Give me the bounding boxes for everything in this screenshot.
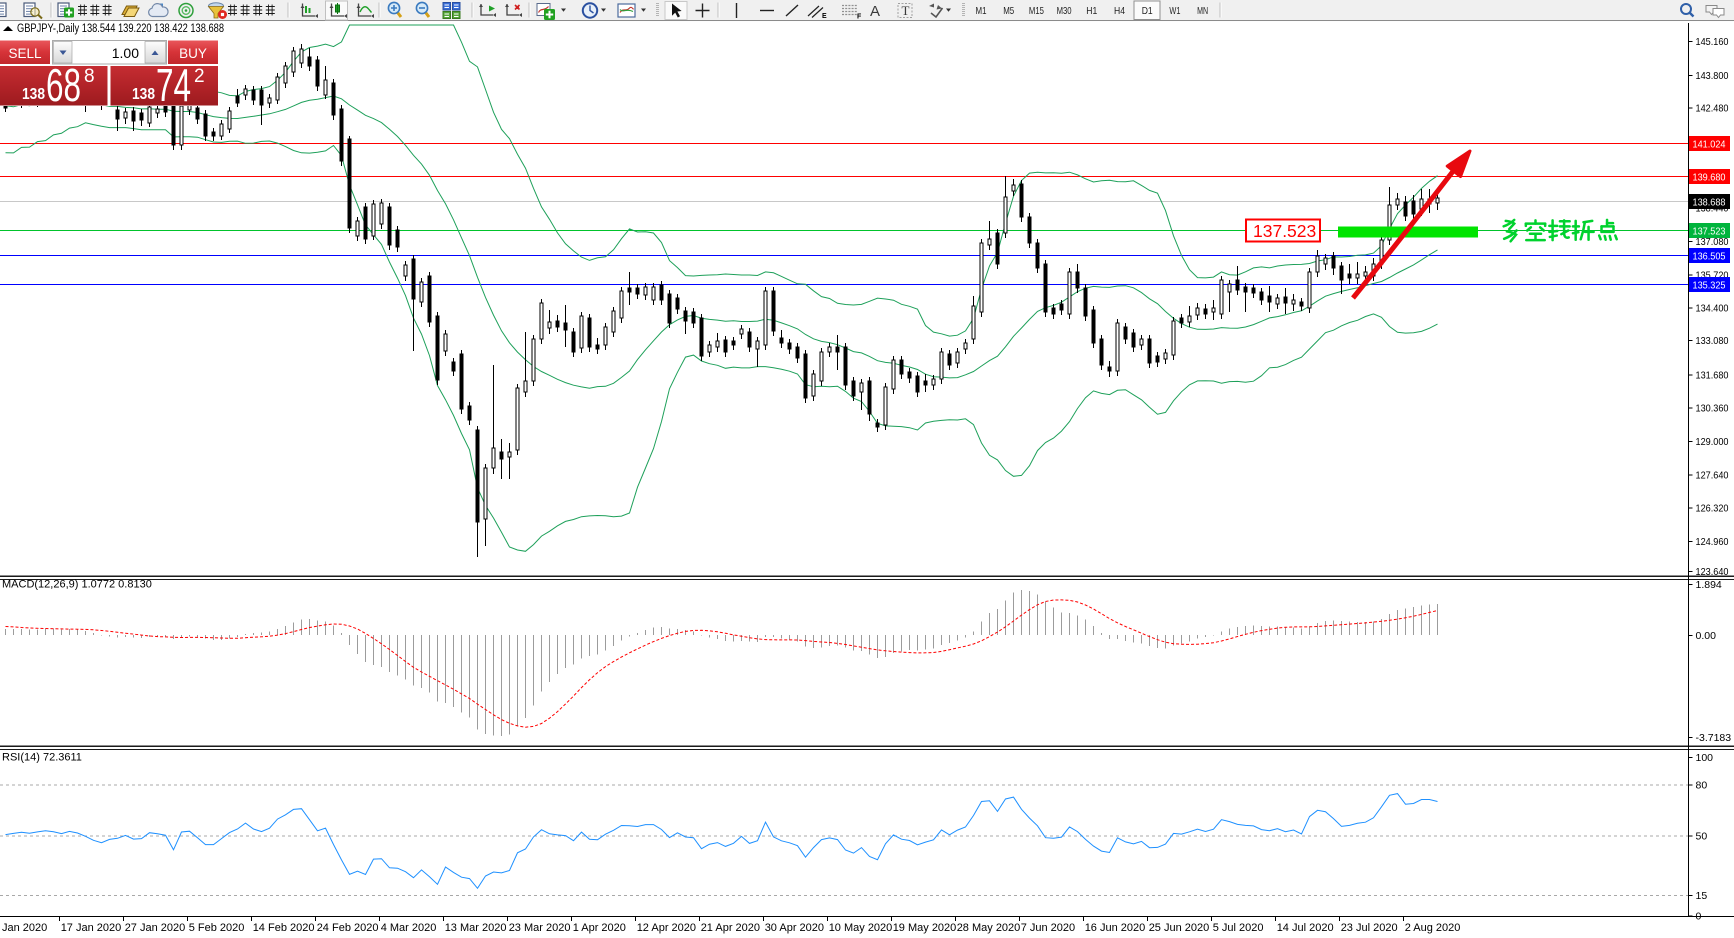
svg-text:E: E xyxy=(822,13,827,20)
svg-text:24 Feb 2020: 24 Feb 2020 xyxy=(317,922,379,934)
svg-text:W1: W1 xyxy=(1169,5,1180,17)
svg-text:137.523: 137.523 xyxy=(1693,226,1726,238)
svg-text:137.523: 137.523 xyxy=(1253,221,1316,241)
svg-text:21 Apr 2020: 21 Apr 2020 xyxy=(701,922,760,934)
svg-text:0.00: 0.00 xyxy=(1696,630,1717,642)
svg-text:142.480: 142.480 xyxy=(1696,102,1729,114)
svg-text:MN: MN xyxy=(1197,5,1208,17)
svg-text:2: 2 xyxy=(194,66,205,87)
svg-text:137.080: 137.080 xyxy=(1696,236,1729,248)
svg-text:H1: H1 xyxy=(1086,5,1097,17)
svg-text:23 Jul 2020: 23 Jul 2020 xyxy=(1341,922,1398,934)
svg-text:4 Mar 2020: 4 Mar 2020 xyxy=(381,922,437,934)
svg-text:1.00: 1.00 xyxy=(112,45,139,61)
svg-text:145.160: 145.160 xyxy=(1696,36,1729,48)
svg-text:M15: M15 xyxy=(1029,5,1044,17)
svg-text:138: 138 xyxy=(22,86,45,103)
svg-text:MACD(12,26,9) 1.0772 0.8130: MACD(12,26,9) 1.0772 0.8130 xyxy=(2,579,152,591)
svg-text:30 Apr 2020: 30 Apr 2020 xyxy=(765,922,824,934)
svg-text:25 Jun 2020: 25 Jun 2020 xyxy=(1149,922,1210,934)
svg-text:H4: H4 xyxy=(1114,5,1125,17)
svg-text:8: 8 xyxy=(84,66,95,87)
svg-text:133.080: 133.080 xyxy=(1696,335,1729,347)
svg-text:14 Feb 2020: 14 Feb 2020 xyxy=(253,922,315,934)
svg-text:127.640: 127.640 xyxy=(1696,470,1729,482)
svg-text:M1: M1 xyxy=(976,5,987,17)
svg-text:-3.7183: -3.7183 xyxy=(1696,732,1732,744)
svg-text:M5: M5 xyxy=(1003,5,1014,17)
svg-text:5 Feb 2020: 5 Feb 2020 xyxy=(189,922,245,934)
svg-text:SELL: SELL xyxy=(8,46,42,61)
svg-text:27 Jan 2020: 27 Jan 2020 xyxy=(125,922,186,934)
svg-text:50: 50 xyxy=(1696,831,1708,843)
svg-text:5 Jul 2020: 5 Jul 2020 xyxy=(1213,922,1264,934)
svg-text:BUY: BUY xyxy=(179,46,207,61)
svg-text:T: T xyxy=(902,3,910,18)
svg-text:14 Jul 2020: 14 Jul 2020 xyxy=(1277,922,1334,934)
svg-text:139.680: 139.680 xyxy=(1693,172,1726,184)
svg-text:Jan 2020: Jan 2020 xyxy=(2,922,47,934)
svg-text:138: 138 xyxy=(132,86,155,103)
svg-text:17 Jan 2020: 17 Jan 2020 xyxy=(61,922,122,934)
svg-text:134.400: 134.400 xyxy=(1696,302,1729,314)
svg-text:129.000: 129.000 xyxy=(1696,436,1729,448)
svg-text:124.960: 124.960 xyxy=(1696,536,1729,548)
svg-text:M30: M30 xyxy=(1057,5,1072,17)
svg-text:23 Mar 2020: 23 Mar 2020 xyxy=(509,922,571,934)
svg-text:136.505: 136.505 xyxy=(1693,251,1726,263)
svg-text:7 Jun 2020: 7 Jun 2020 xyxy=(1021,922,1075,934)
svg-text:80: 80 xyxy=(1696,779,1708,791)
svg-text:2 Aug 2020: 2 Aug 2020 xyxy=(1405,922,1461,934)
svg-text:10 May 2020: 10 May 2020 xyxy=(829,922,893,934)
svg-text:143.800: 143.800 xyxy=(1696,70,1729,82)
svg-text:131.680: 131.680 xyxy=(1696,370,1729,382)
svg-text:68: 68 xyxy=(46,59,81,111)
svg-text:100: 100 xyxy=(1696,752,1714,764)
svg-text:135.325: 135.325 xyxy=(1693,280,1726,292)
svg-text:13 Mar 2020: 13 Mar 2020 xyxy=(445,922,507,934)
svg-text:GBPJPY-,Daily 138.544 139.220: GBPJPY-,Daily 138.544 139.220 138.422 13… xyxy=(17,23,224,35)
svg-text:A: A xyxy=(870,3,880,20)
svg-text:RSI(14) 72.3611: RSI(14) 72.3611 xyxy=(2,752,82,764)
svg-text:138.688: 138.688 xyxy=(1693,197,1726,209)
svg-text:1.894: 1.894 xyxy=(1696,579,1722,591)
svg-text:15: 15 xyxy=(1696,890,1708,902)
svg-text:12 Apr 2020: 12 Apr 2020 xyxy=(637,922,696,934)
svg-text:28 May 2020: 28 May 2020 xyxy=(957,922,1021,934)
svg-text:19 May 2020: 19 May 2020 xyxy=(893,922,957,934)
svg-text:130.360: 130.360 xyxy=(1696,402,1729,414)
svg-text:123.640: 123.640 xyxy=(1696,566,1729,578)
svg-text:1 Apr 2020: 1 Apr 2020 xyxy=(573,922,626,934)
svg-text:F: F xyxy=(857,14,862,21)
svg-text:D1: D1 xyxy=(1142,5,1153,17)
svg-text:0: 0 xyxy=(1696,911,1702,923)
svg-text:16 Jun 2020: 16 Jun 2020 xyxy=(1085,922,1146,934)
svg-text:74: 74 xyxy=(156,59,191,111)
svg-text:126.320: 126.320 xyxy=(1696,502,1729,514)
svg-text:141.024: 141.024 xyxy=(1693,139,1726,151)
